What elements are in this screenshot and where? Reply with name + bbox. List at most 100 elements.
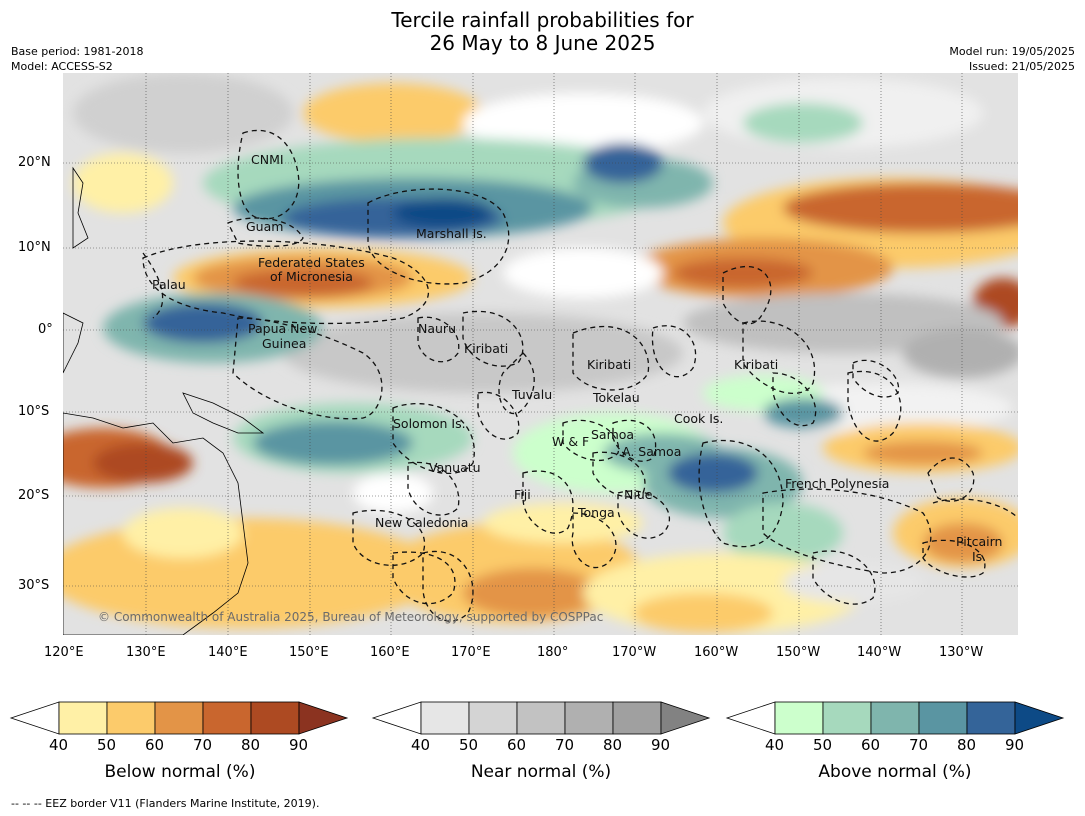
model-label: Model: ACCESS-S2 <box>11 60 113 73</box>
below-extend-high <box>298 701 349 735</box>
near-tick-40: 40 <box>411 736 431 754</box>
region-label-fsm-1: Federated States <box>258 255 365 270</box>
region-label-new-caledonia: New Caledonia <box>375 515 468 530</box>
lon-label-140w: 140°W <box>857 645 902 660</box>
region-label-tokelau: Tokelau <box>592 390 640 405</box>
colorbars <box>9 701 1065 735</box>
lon-label-120e: 120°E <box>44 645 84 660</box>
near-swatch-4 <box>564 701 614 735</box>
above-tick-40: 40 <box>765 736 785 754</box>
region-label-kiribati-west: Kiribati <box>464 341 508 356</box>
above-swatch-4 <box>918 701 968 735</box>
near-normal-label: Near normal (%) <box>470 762 612 782</box>
below-normal-label: Below normal (%) <box>104 762 256 782</box>
region-label-palau: Palau <box>152 277 186 292</box>
near-tick-90: 90 <box>651 736 671 754</box>
region-label-cook: Cook Is. <box>674 411 723 426</box>
below-tick-60: 60 <box>145 736 165 754</box>
region-labels: CNMI Guam Marshall Is. Federated States … <box>152 152 1002 564</box>
lon-label-130w: 130°W <box>939 645 984 660</box>
above-tick-60: 60 <box>861 736 881 754</box>
below-tick-70: 70 <box>193 736 213 754</box>
near-tick-50: 50 <box>459 736 479 754</box>
near-extend-low <box>371 701 422 735</box>
region-label-cnmi: CNMI <box>251 152 284 167</box>
above-normal-label: Above normal (%) <box>818 762 972 782</box>
above-swatch-3 <box>870 701 920 735</box>
region-label-fiji: Fiji <box>514 487 531 502</box>
lon-label-160w: 160°W <box>694 645 739 660</box>
near-tick-60: 60 <box>507 736 527 754</box>
below-swatch-3 <box>154 701 204 735</box>
below-tick-40: 40 <box>49 736 69 754</box>
region-label-tuvalu: Tuvalu <box>511 387 552 402</box>
lon-label-150w: 150°W <box>776 645 821 660</box>
above-extend-low <box>725 701 776 735</box>
below-tick-80: 80 <box>241 736 261 754</box>
lat-label-0: 0° <box>38 322 53 337</box>
eez-note: -- -- -- EEZ border V11 (Flanders Marine… <box>11 797 320 810</box>
map-title-line1: Tercile rainfall probabilities for <box>391 8 694 32</box>
above-tick-90: 90 <box>1005 736 1025 754</box>
lon-label-150e: 150°E <box>289 645 329 660</box>
region-label-fsm-2: of Micronesia <box>270 269 353 284</box>
region-label-kiribati-east: Kiribati <box>734 357 778 372</box>
near-tick-70: 70 <box>555 736 575 754</box>
lon-label-180: 180° <box>537 645 569 660</box>
copyright-text: © Commonwealth of Australia 2025, Bureau… <box>98 610 603 624</box>
near-swatch-3 <box>516 701 566 735</box>
near-extend-high <box>660 701 711 735</box>
near-swatch-5 <box>612 701 662 735</box>
above-swatch-2 <box>822 701 872 735</box>
region-label-french-polynesia: French Polynesia <box>785 476 889 491</box>
region-label-pitcairn-1: Pitcairn <box>956 534 1002 549</box>
below-extend-low <box>9 701 60 735</box>
lon-label-170w: 170°W <box>612 645 657 660</box>
eez-borders <box>142 129 1018 622</box>
lon-label-170e: 170°E <box>451 645 491 660</box>
colorbar-below <box>9 701 349 735</box>
below-swatch-4 <box>202 701 252 735</box>
lon-label-140e: 140°E <box>208 645 248 660</box>
base-period-label: Base period: 1981-2018 <box>11 45 144 58</box>
region-label-tonga: Tonga <box>577 505 615 520</box>
below-swatch-5 <box>250 701 300 735</box>
below-swatch-1 <box>58 701 108 735</box>
rainfall-map: CNMI Guam Marshall Is. Federated States … <box>63 73 1018 635</box>
region-label-samoa: Samoa <box>591 427 634 442</box>
above-tick-70: 70 <box>909 736 929 754</box>
lat-label-10s: 10°S <box>18 404 50 419</box>
map-title-line2: 26 May to 8 June 2025 <box>429 31 656 55</box>
region-label-png-2: Guinea <box>262 336 306 351</box>
above-tick-50: 50 <box>813 736 833 754</box>
lon-label-160e: 160°E <box>370 645 410 660</box>
map-gridlines <box>63 73 1018 635</box>
near-swatch-1 <box>420 701 470 735</box>
colorbar-near <box>371 701 711 735</box>
region-label-vanuatu: Vanuatu <box>429 460 481 475</box>
near-tick-80: 80 <box>603 736 623 754</box>
near-swatch-2 <box>468 701 518 735</box>
land-outlines <box>63 166 265 635</box>
region-label-niue: Niue <box>624 487 653 502</box>
colorbar-above <box>725 701 1065 735</box>
lat-label-20s: 20°S <box>18 488 50 503</box>
region-label-guam: Guam <box>246 219 283 234</box>
below-swatch-2 <box>106 701 156 735</box>
above-extend-high <box>1014 701 1065 735</box>
region-label-pitcairn-2: Is. <box>972 549 986 564</box>
region-label-american-samoa: A. Samoa <box>622 444 681 459</box>
above-swatch-1 <box>774 701 824 735</box>
lon-label-130e: 130°E <box>126 645 166 660</box>
below-tick-50: 50 <box>97 736 117 754</box>
above-swatch-5 <box>966 701 1016 735</box>
region-label-nauru: Nauru <box>418 321 456 336</box>
below-tick-90: 90 <box>289 736 309 754</box>
lat-label-10n: 10°N <box>18 240 51 255</box>
region-label-wallis-futuna: W & F <box>552 434 589 449</box>
region-label-png-1: Papua New <box>248 321 317 336</box>
region-label-kiribati-central: Kiribati <box>587 357 631 372</box>
model-run-label: Model run: 19/05/2025 <box>949 45 1075 58</box>
issued-label: Issued: 21/05/2025 <box>968 60 1075 73</box>
region-label-marshall: Marshall Is. <box>416 226 487 241</box>
